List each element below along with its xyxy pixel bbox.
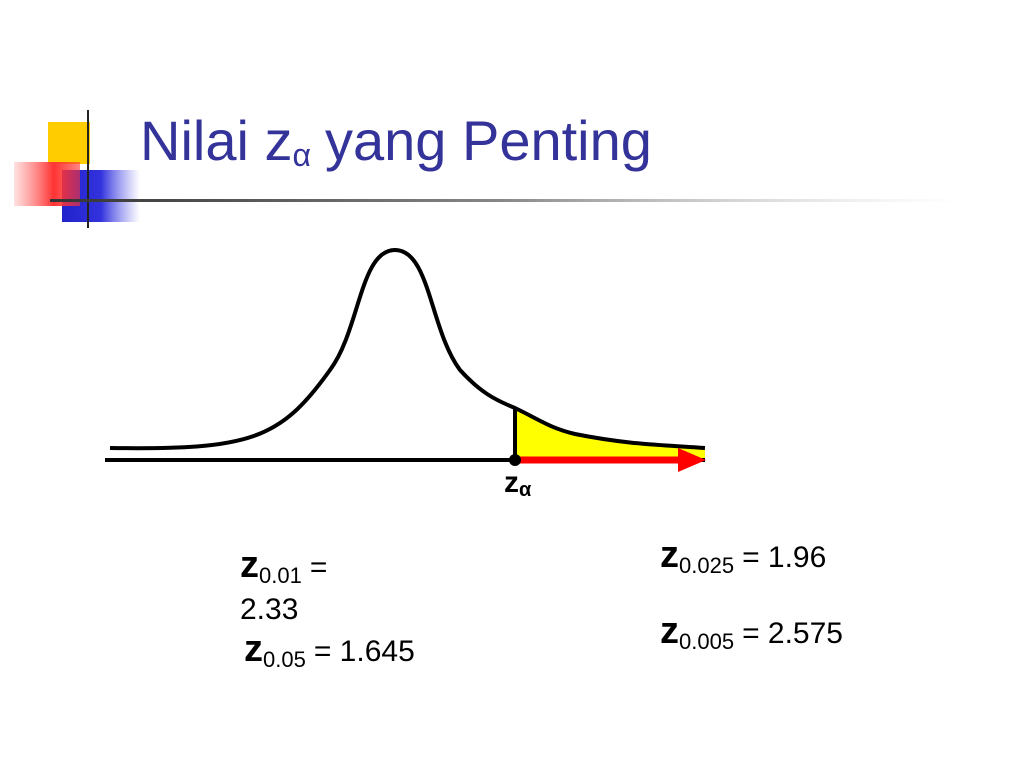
title-subscript: α [292,137,311,173]
arrow-head [678,448,706,472]
title: Nilai zα yang Penting [140,108,652,174]
symbol: z [240,544,259,586]
symbol: z [660,534,679,576]
value: = 1.645 [313,635,415,668]
subscript: 0.005 [679,629,735,654]
symbol: z [244,628,263,670]
formula: z0.005 = 2.575 [660,612,843,659]
formula: z0.025 = 1.96 [660,536,827,583]
title-rest: yang Penting [324,109,652,172]
deco-square [14,162,80,206]
normal-curve [109,247,706,451]
z-label: zα [504,466,531,502]
subscript: 0.01 [259,563,302,588]
value: = 2.33 [240,551,328,626]
deco-square [48,122,90,164]
cutoff-point [509,454,521,466]
formula: z0.01 = 2.33 [240,546,380,627]
label-main: z [504,466,519,499]
tail-area [515,408,705,460]
subscript: 0.025 [679,553,735,578]
title-main: Nilai z [140,109,293,172]
formula: z0.05 = 1.645 [244,630,415,677]
deco-line [50,199,960,202]
value: = 2.575 [742,617,843,650]
value: = 1.96 [742,541,827,574]
symbol: z [660,610,679,652]
subscript: 0.05 [263,647,306,672]
label-subscript: α [519,479,532,501]
